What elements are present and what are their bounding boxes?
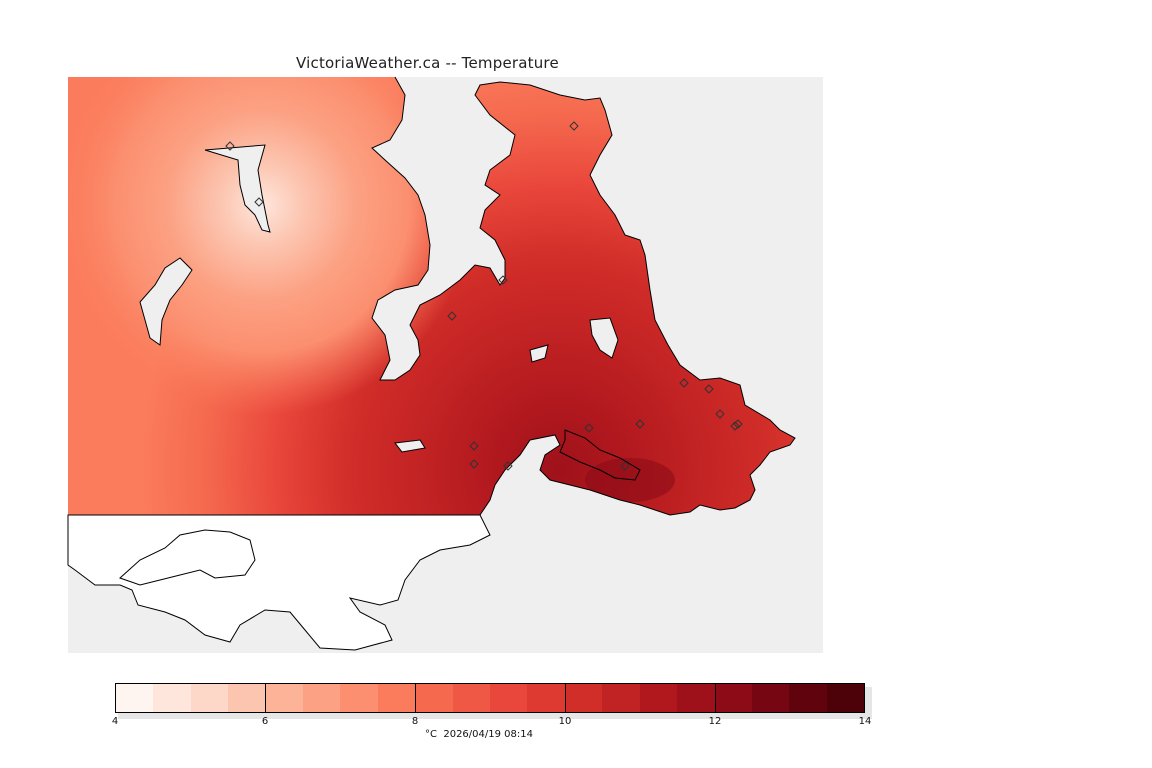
- station-marker: [584, 423, 594, 433]
- colorbar-swatch: [377, 684, 416, 712]
- colorbar-swatch: [490, 684, 528, 712]
- station-marker: [730, 421, 740, 431]
- harbour-outline: [559, 429, 641, 481]
- colorbar-swatch: [639, 684, 678, 712]
- lake-small-1: [529, 344, 549, 363]
- colorbar-tick-label: 8: [411, 716, 419, 727]
- station-marker: [254, 197, 264, 207]
- colorbar-swatch: [190, 684, 229, 712]
- station-marker: [503, 461, 513, 471]
- station-marker: [679, 378, 689, 388]
- station-markers: [225, 121, 743, 471]
- colorbar-swatch: [527, 684, 565, 712]
- lake-small-2: [394, 439, 426, 453]
- station-marker: [620, 461, 630, 471]
- colorbar-swatch: [228, 684, 266, 712]
- station-marker: [469, 459, 479, 469]
- colorbar-swatch: [452, 684, 491, 712]
- colorbar-tick: [415, 683, 416, 713]
- colorbar-swatch: [116, 684, 154, 712]
- colorbar-tick: [265, 683, 266, 713]
- colorbar-swatch: [415, 684, 453, 712]
- colorbar-swatch: [564, 684, 603, 712]
- colorbar-swatch: [602, 684, 640, 712]
- island-outline: [119, 529, 256, 586]
- station-marker: [447, 311, 457, 321]
- lake-elk: [204, 144, 271, 233]
- colorbar-tick-label: 6: [261, 716, 269, 727]
- station-marker: [704, 384, 714, 394]
- station-marker: [715, 409, 725, 419]
- colorbar-tick-label: 12: [708, 716, 722, 727]
- colorbar-swatch: [265, 684, 304, 712]
- coastline: [371, 76, 796, 516]
- colorbar-tick-label: 10: [558, 716, 572, 727]
- station-marker: [225, 141, 235, 151]
- units-timestamp: °C 2026/04/19 08:14: [425, 729, 533, 740]
- colorbar-tick: [565, 683, 566, 713]
- station-marker: [469, 441, 479, 451]
- lake-sooke: [139, 257, 193, 346]
- colorbar-tick-label: 4: [111, 716, 119, 727]
- lake-prospect: [589, 317, 619, 359]
- colorbar-tick-label: 14: [858, 716, 872, 727]
- station-marker: [498, 275, 508, 285]
- colorbar-swatch: [789, 684, 827, 712]
- station-marker: [569, 121, 579, 131]
- colorbar-swatch: [303, 684, 341, 712]
- station-marker: [635, 419, 645, 429]
- colorbar-swatch: [677, 684, 715, 712]
- map-title: VictoriaWeather.ca -- Temperature: [296, 54, 559, 72]
- colorbar: [115, 683, 865, 713]
- colorbar-swatch: [340, 684, 378, 712]
- units-label: °C: [425, 729, 437, 740]
- colorbar-swatch: [826, 684, 865, 712]
- timestamp: 2026/04/19 08:14: [443, 729, 533, 740]
- colorbar-tick: [715, 683, 716, 713]
- colorbar-swatch: [714, 684, 752, 712]
- colorbar-swatch: [751, 684, 790, 712]
- colorbar-swatch: [153, 684, 191, 712]
- station-marker: [733, 419, 743, 429]
